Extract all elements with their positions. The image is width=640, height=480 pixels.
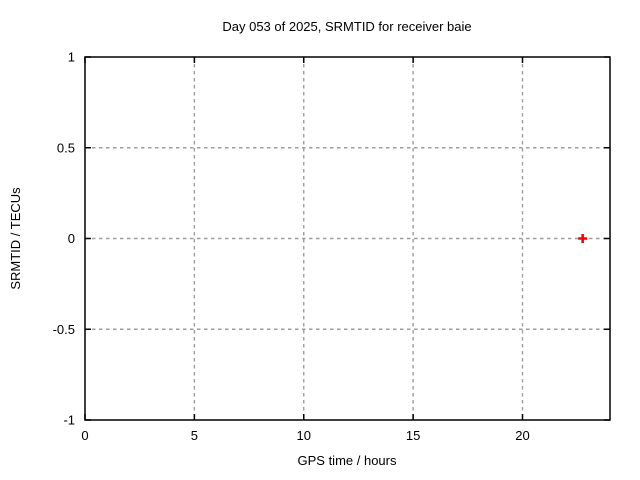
y-tick-label: -1 xyxy=(63,413,75,428)
y-tick-labels: -1 -0.5 0 0.5 1 xyxy=(53,50,75,428)
y-tick-label: 0.5 xyxy=(57,140,75,155)
y-tick-label: 0 xyxy=(68,231,75,246)
y-tick-label: -0.5 xyxy=(53,322,75,337)
x-tick-label: 10 xyxy=(297,428,311,443)
x-tick-label: 15 xyxy=(406,428,420,443)
x-tick-labels: 0 5 10 15 20 xyxy=(81,428,529,443)
grid-lines xyxy=(85,57,610,420)
x-tick-label: 20 xyxy=(515,428,529,443)
x-tick-label: 5 xyxy=(191,428,198,443)
x-tick-label: 0 xyxy=(81,428,88,443)
y-axis-label: SRMTID / TECUs xyxy=(8,187,23,290)
data-point-marker xyxy=(578,234,588,243)
plot-border xyxy=(84,56,611,421)
y-tick-label: 1 xyxy=(68,50,75,65)
x-axis-label: GPS time / hours xyxy=(298,453,397,468)
chart-title: Day 053 of 2025, SRMTID for receiver bai… xyxy=(222,19,471,34)
data-points xyxy=(578,234,588,243)
